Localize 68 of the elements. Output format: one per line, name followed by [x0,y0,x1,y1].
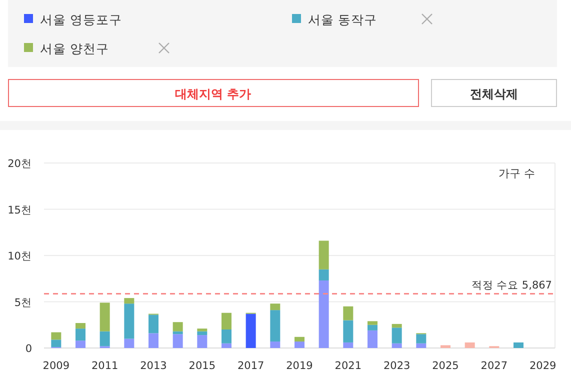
bar [197,335,208,348]
x-tick-label: 2013 [140,360,167,372]
x-tick-label: 2025 [432,360,459,372]
bar [343,320,354,342]
y-tick-label: 0 [25,343,32,355]
bar [318,269,329,280]
bar [343,342,354,348]
text: 대체지역 추가 [174,87,252,101]
bar [392,324,402,328]
y-tick-label: 15천 [8,204,32,216]
bar [318,280,329,348]
legend-label: 서울 영등포구 [40,12,122,27]
bar [100,331,110,346]
bar [416,343,426,348]
bar [197,331,208,336]
text: 전체삭제 [470,87,518,101]
bar [51,340,62,348]
bar [148,314,158,334]
bar [318,240,329,270]
x-tick-label: 2019 [286,360,313,372]
legend: 서울 영등포구 서울 동작구 서울 양천구 [8,0,557,67]
x-tick-label: 2011 [91,360,118,372]
bar [51,332,62,340]
x-tick-label: 2015 [188,360,216,372]
bar [148,333,158,348]
bar [124,304,134,339]
bar [76,340,86,348]
bar [368,321,378,325]
bar [124,338,134,348]
bar [464,342,475,348]
bar [172,331,183,334]
bar [270,304,280,310]
x-tick-label: 2017 [237,360,264,372]
bar [270,310,280,342]
bar [440,345,450,348]
bar [76,328,86,341]
x-tick-label: 2027 [480,360,508,372]
y-tick-label: 5천 [14,296,32,309]
y-tick-label: 10천 [8,250,32,262]
bar [514,342,524,348]
ref-line-label: 적정 수요 5,867 [471,280,552,292]
bar [124,298,134,304]
bar [222,330,232,344]
legend-label: 서울 양천구 [40,41,109,56]
bar [392,328,402,344]
x-tick-label: 2009 [42,360,70,372]
bar [294,336,304,342]
bar [100,302,110,332]
bar [392,343,402,348]
bar [172,334,183,348]
bar [197,328,208,332]
bar [368,330,378,348]
bar [246,314,256,348]
bar [222,312,232,330]
bar [416,334,426,344]
bar [76,323,86,329]
bar [172,322,183,332]
x-tick-label: 2021 [334,360,362,372]
y-tick-label: 20천 [8,158,32,170]
bar [270,342,280,348]
bar [368,324,378,330]
bar [294,342,304,348]
x-tick-label: 2029 [529,360,556,372]
x-tick-label: 2023 [383,360,410,372]
bar [222,343,232,348]
bar [343,306,354,320]
legend-label: 서울 동작구 [308,12,377,27]
annotation: 가구 수 [498,167,535,180]
